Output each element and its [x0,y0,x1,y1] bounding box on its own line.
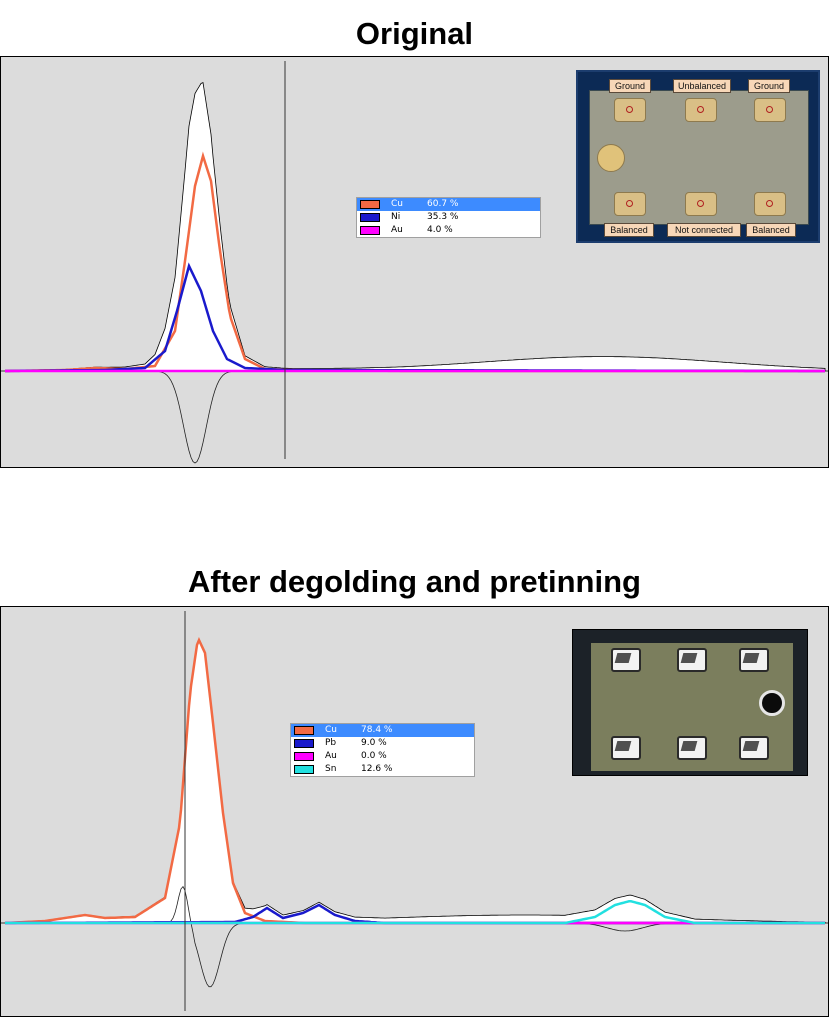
swatch-ni [360,213,380,222]
board-photo-after [572,629,808,776]
legend-row-cu[interactable]: Cu 60.7 % [357,198,540,211]
swatch-pb [294,739,314,748]
label-not-connected: Not connected [667,223,741,237]
legend-row-ni[interactable]: Ni 35.3 % [357,211,540,224]
pad-top-left [614,98,646,122]
probe-dot [697,200,704,207]
chart-title-after: After degolding and pretinning [188,564,641,599]
board-photo-original: Ground Unbalanced Ground Balanced Not co… [576,70,820,243]
legend-percent: 60.7 % [427,199,459,209]
probe-dot [766,200,773,207]
legend-percent: 35.3 % [427,212,459,222]
tinned-pad [739,736,769,760]
swatch-cu [294,726,314,735]
label-balanced-right: Balanced [746,223,796,237]
label-unbalanced: Unbalanced [673,79,731,93]
chart-title-original: Original [355,16,474,51]
tinned-pad [677,736,707,760]
label-ground-right: Ground [748,79,790,93]
label-balanced-left: Balanced [604,223,654,237]
probe-dot [626,200,633,207]
legend-row-cu[interactable]: Cu 78.4 % [291,724,474,737]
legend-element: Pb [325,738,337,748]
legend-percent: 0.0 % [361,751,387,761]
legend-original: Cu 60.7 % Ni 35.3 % Au 4.0 % [356,197,541,238]
pad-bottom-left [614,192,646,216]
spectrum-plot-original [1,61,828,464]
legend-percent: 78.4 % [361,725,393,735]
spectrum-plot-after [1,611,828,1011]
tinned-pad [739,648,769,672]
probe-dot [626,106,633,113]
legend-row-au[interactable]: Au 0.0 % [291,750,474,763]
pad-bottom-middle [685,192,717,216]
measured-spectrum [4,82,826,372]
derivative-trace [5,885,825,988]
swatch-au [294,752,314,761]
swatch-au [360,226,380,235]
swatch-cu [360,200,380,209]
spectrum-panel-after: Cu 78.4 % Pb 9.0 % Au 0.0 % Sn 12.6 % [0,606,829,1017]
pad-top-middle [685,98,717,122]
legend-element: Au [391,225,403,235]
legend-element: Cu [325,725,337,735]
derivative-trace [5,370,825,464]
pad-bottom-right [754,192,786,216]
legend-element: Cu [391,199,403,209]
legend-element: Ni [391,212,401,222]
legend-row-pb[interactable]: Pb 9.0 % [291,737,474,750]
probe-dot [697,106,704,113]
tinned-pad [677,648,707,672]
tinned-dot [759,690,785,716]
alignment-dot [597,144,625,172]
legend-row-sn[interactable]: Sn 12.6 % [291,763,474,776]
tinned-pad [611,736,641,760]
swatch-sn [294,765,314,774]
legend-percent: 12.6 % [361,764,393,774]
legend-percent: 9.0 % [361,738,387,748]
series-line-ni [5,262,825,373]
legend-after: Cu 78.4 % Pb 9.0 % Au 0.0 % Sn 12.6 % [290,723,475,777]
tinned-pad [611,648,641,672]
label-ground-left: Ground [609,79,651,93]
legend-percent: 4.0 % [427,225,453,235]
probe-dot [766,106,773,113]
legend-element: Au [325,751,337,761]
legend-row-au[interactable]: Au 4.0 % [357,224,540,237]
legend-element: Sn [325,764,337,774]
pad-top-right [754,98,786,122]
spectrum-panel-original: Cu 60.7 % Ni 35.3 % Au 4.0 % Ground Unba… [0,56,829,468]
series-line-sn [5,900,825,925]
